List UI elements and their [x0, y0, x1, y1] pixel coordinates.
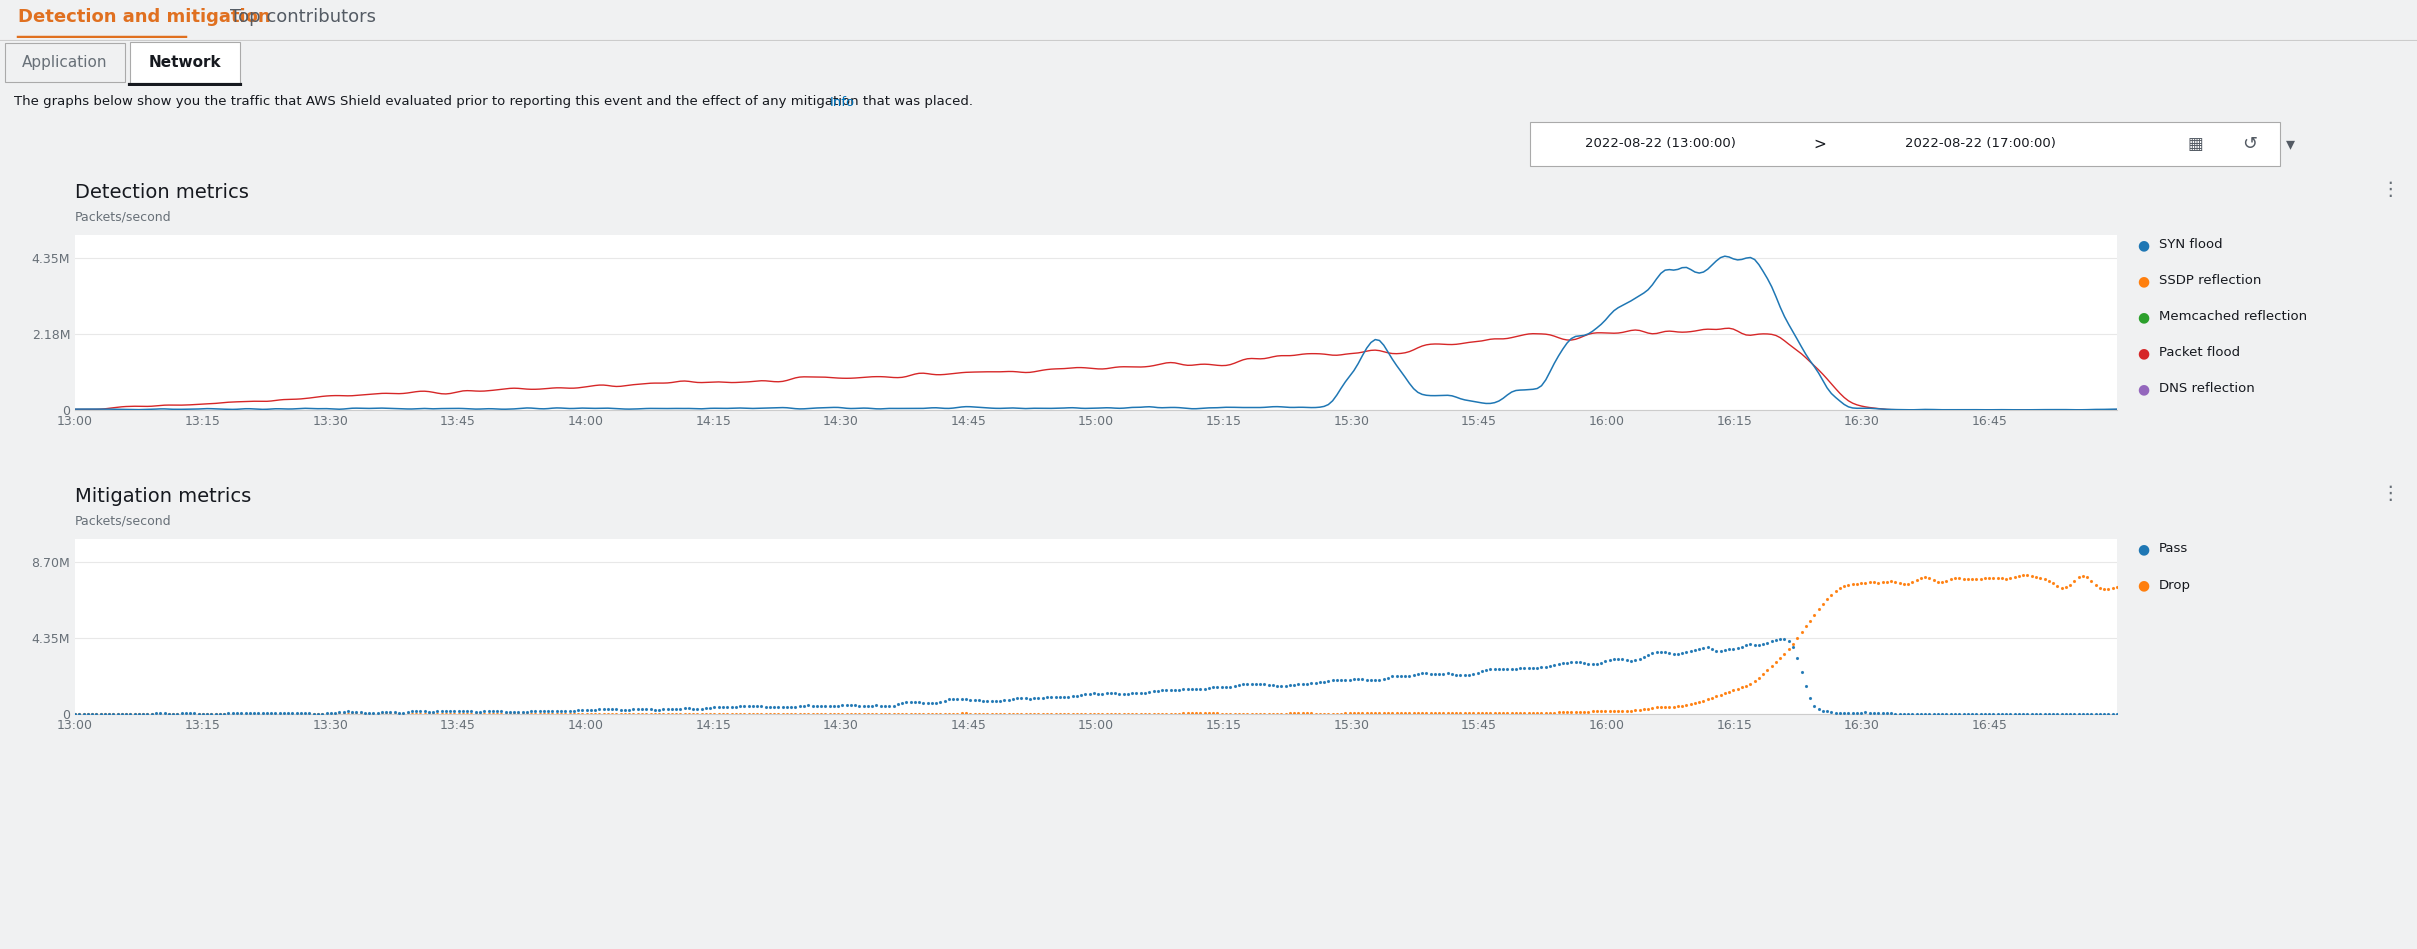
Text: The graphs below show you the traffic that AWS Shield evaluated prior to reporti: The graphs below show you the traffic th…: [15, 96, 974, 108]
Bar: [5, 43, 126, 82]
Text: ▦: ▦: [2187, 135, 2202, 153]
Text: Packets/second: Packets/second: [75, 210, 172, 223]
Text: Mitigation metrics: Mitigation metrics: [75, 487, 251, 506]
Text: 2022-08-22 (13:00:00): 2022-08-22 (13:00:00): [1586, 138, 1735, 151]
Text: 2022-08-22 (17:00:00): 2022-08-22 (17:00:00): [1905, 138, 2054, 151]
Text: Network: Network: [150, 55, 222, 70]
Text: Pass: Pass: [2158, 543, 2187, 555]
Text: Application: Application: [22, 55, 109, 70]
Text: ⋮: ⋮: [2381, 180, 2400, 199]
Text: ●: ●: [2137, 382, 2149, 396]
Text: Info: Info: [829, 96, 856, 108]
Text: ↺: ↺: [2243, 135, 2257, 153]
Text: SSDP reflection: SSDP reflection: [2158, 274, 2262, 288]
Text: Detection and mitigation: Detection and mitigation: [17, 9, 271, 27]
Text: Memcached reflection: Memcached reflection: [2158, 310, 2308, 324]
Text: ⋮: ⋮: [2381, 484, 2400, 503]
Bar: [131, 42, 239, 86]
Text: Packets/second: Packets/second: [75, 514, 172, 527]
Text: Drop: Drop: [2158, 579, 2190, 591]
Bar: [1530, 122, 2279, 166]
Text: ●: ●: [2137, 238, 2149, 252]
Text: ▾: ▾: [2286, 135, 2294, 153]
Text: Top contributors: Top contributors: [230, 9, 377, 27]
Text: ●: ●: [2137, 274, 2149, 288]
Text: ●: ●: [2137, 578, 2149, 592]
Text: ●: ●: [2137, 542, 2149, 556]
Text: ●: ●: [2137, 346, 2149, 360]
Text: ●: ●: [2137, 310, 2149, 324]
Text: >: >: [1813, 137, 1827, 152]
Text: Packet flood: Packet flood: [2158, 346, 2241, 360]
Text: DNS reflection: DNS reflection: [2158, 382, 2255, 396]
Text: Detection metrics: Detection metrics: [75, 183, 249, 202]
Text: SYN flood: SYN flood: [2158, 238, 2224, 251]
